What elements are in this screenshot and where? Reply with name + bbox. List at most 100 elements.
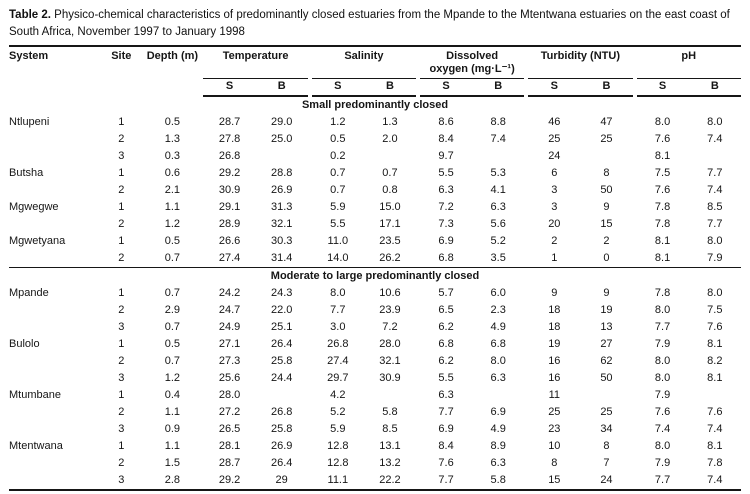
cell-value: 6.3 xyxy=(490,201,506,214)
cell-value: 7.2 xyxy=(438,201,454,214)
cell-value: 26.6 xyxy=(218,235,241,248)
cell-system xyxy=(9,353,101,370)
cell-value: 16 xyxy=(548,372,561,385)
cell-value: 29.1 xyxy=(218,201,241,214)
subcol-ph-bottom: B xyxy=(688,78,741,98)
group-label-line1: Temperature xyxy=(222,50,289,63)
cell-value: 5.5 xyxy=(438,372,454,385)
cell-system xyxy=(9,319,101,336)
table-row: Butsha 1 0.6 29.2 28.8 0.7 0.7 5.5 5.3 6 8 7.5 7.7 xyxy=(9,165,741,182)
cell-value: 2 xyxy=(551,235,558,248)
group-label-line1: Salinity xyxy=(344,50,384,63)
cell-system xyxy=(9,455,101,472)
cell-value: 7.7 xyxy=(707,218,723,231)
cell-value: 6.9 xyxy=(438,423,454,436)
section-title: Small predominantly closed xyxy=(301,99,449,112)
cell-value: 24 xyxy=(600,474,613,487)
col-header-system: System xyxy=(9,50,49,63)
cell-value: 25.0 xyxy=(270,133,293,146)
cell-value: 28.9 xyxy=(218,218,241,231)
cell-value: 28.0 xyxy=(218,389,241,402)
cell-depth: 1.3 xyxy=(164,133,181,146)
cell-value: 24.2 xyxy=(218,287,241,300)
cell-depth: 1.1 xyxy=(164,406,181,419)
cell-value: 15.0 xyxy=(379,201,401,214)
subcol-temperature-bottom: B xyxy=(255,78,308,98)
group-label-line2: oxygen (mg·L⁻¹) xyxy=(429,63,515,76)
table-row: Mgwetyana 1 0.5 26.6 30.3 11.0 23.5 6.9 5.2 2 2 8.1… xyxy=(9,233,741,250)
cell-value: 25.1 xyxy=(270,321,293,334)
table-row: 3 0.3 26.8 0.2 9.7 24 8.1 xyxy=(9,148,741,165)
cell-value: 25.6 xyxy=(218,372,241,385)
cell-value: 0 xyxy=(603,252,610,265)
table-row: 2 1.5 28.7 26.4 12.8 13.2 7.6 6.3 8 7 7.9 7.8 xyxy=(9,455,741,472)
cell-value: 27.4 xyxy=(327,355,349,368)
cell-value: 25 xyxy=(600,133,613,146)
cell-value: 5.8 xyxy=(382,406,398,419)
cell-system: Mtentwana xyxy=(9,440,63,453)
cell-value: 26.4 xyxy=(270,457,293,470)
section-header-row: Moderate to large predominantly closed xyxy=(9,267,741,286)
cell-value: 19 xyxy=(600,304,613,317)
cell-value: 5.7 xyxy=(438,287,454,300)
cell-system xyxy=(9,148,101,165)
cell-system xyxy=(9,182,101,199)
table-row: 2 0.7 27.3 25.8 27.4 32.1 6.2 8.0 16 62 8.0 8.2 xyxy=(9,353,741,370)
cell-system: Mtumbane xyxy=(9,389,61,402)
cell-value: 6.3 xyxy=(438,184,454,197)
cell-system: Ntlupeni xyxy=(9,116,50,129)
cell-value xyxy=(256,148,308,165)
cell-value: 2.3 xyxy=(490,304,506,317)
subcol-oxygen-bottom: B xyxy=(472,78,525,98)
cell-value: 29 xyxy=(275,474,288,487)
cell-system xyxy=(9,404,101,421)
cell-site: 2 xyxy=(118,457,125,470)
cell-value: 7.4 xyxy=(654,423,671,436)
cell-value: 28.0 xyxy=(379,338,401,351)
cell-value: 7.4 xyxy=(707,474,723,487)
cell-value xyxy=(580,148,632,165)
cell-value: 13.2 xyxy=(379,457,401,470)
cell-value: 3 xyxy=(551,184,558,197)
cell-value xyxy=(689,387,741,404)
cell-depth: 1.1 xyxy=(164,201,181,214)
cell-value: 11 xyxy=(548,389,561,402)
cell-site: 1 xyxy=(118,389,125,402)
cell-value: 11.1 xyxy=(327,474,349,487)
cell-value: 6.9 xyxy=(490,406,506,419)
cell-value: 8.9 xyxy=(490,440,506,453)
table-row: 3 0.7 24.9 25.1 3.0 7.2 6.2 4.9 18 13 7.7 7.6 xyxy=(9,319,741,336)
cell-value: 8.0 xyxy=(707,116,723,129)
cell-value: 7.8 xyxy=(707,457,723,470)
header-row-surface-bottom: S B S B S B S B S B xyxy=(9,78,741,98)
cell-value: 28.1 xyxy=(218,440,241,453)
cell-value: 25 xyxy=(548,133,561,146)
cell-value: 8.0 xyxy=(654,304,671,317)
table-row: 3 0.9 26.5 25.8 5.9 8.5 6.9 4.9 23 34 7.4 7.4 xyxy=(9,421,741,438)
cell-value: 5.8 xyxy=(490,474,506,487)
cell-value: 5.5 xyxy=(438,167,454,180)
cell-value: 6.0 xyxy=(490,287,506,300)
cell-value: 22.0 xyxy=(270,304,293,317)
cell-value: 9.7 xyxy=(438,150,454,163)
cell-value: 25.8 xyxy=(270,423,293,436)
cell-depth: 2.8 xyxy=(164,474,181,487)
cell-value: 28.7 xyxy=(218,116,241,129)
cell-site: 3 xyxy=(118,423,125,436)
cell-value: 25 xyxy=(548,406,561,419)
cell-value: 7.8 xyxy=(654,218,671,231)
cell-system xyxy=(9,302,101,319)
cell-value: 62 xyxy=(600,355,613,368)
cell-value: 8.8 xyxy=(490,116,506,129)
cell-site: 2 xyxy=(118,406,125,419)
cell-value: 27.2 xyxy=(218,406,241,419)
cell-value: 32.1 xyxy=(379,355,401,368)
cell-site: 1 xyxy=(118,167,125,180)
cell-value: 8.0 xyxy=(707,287,723,300)
subcol-turbidity-bottom: B xyxy=(580,78,633,98)
cell-value: 27.8 xyxy=(218,133,241,146)
table-row: Mtumbane 1 0.4 28.0 4.2 6.3 11 7.9 xyxy=(9,387,741,404)
cell-value: 7.9 xyxy=(707,252,723,265)
cell-depth: 1.1 xyxy=(164,440,181,453)
